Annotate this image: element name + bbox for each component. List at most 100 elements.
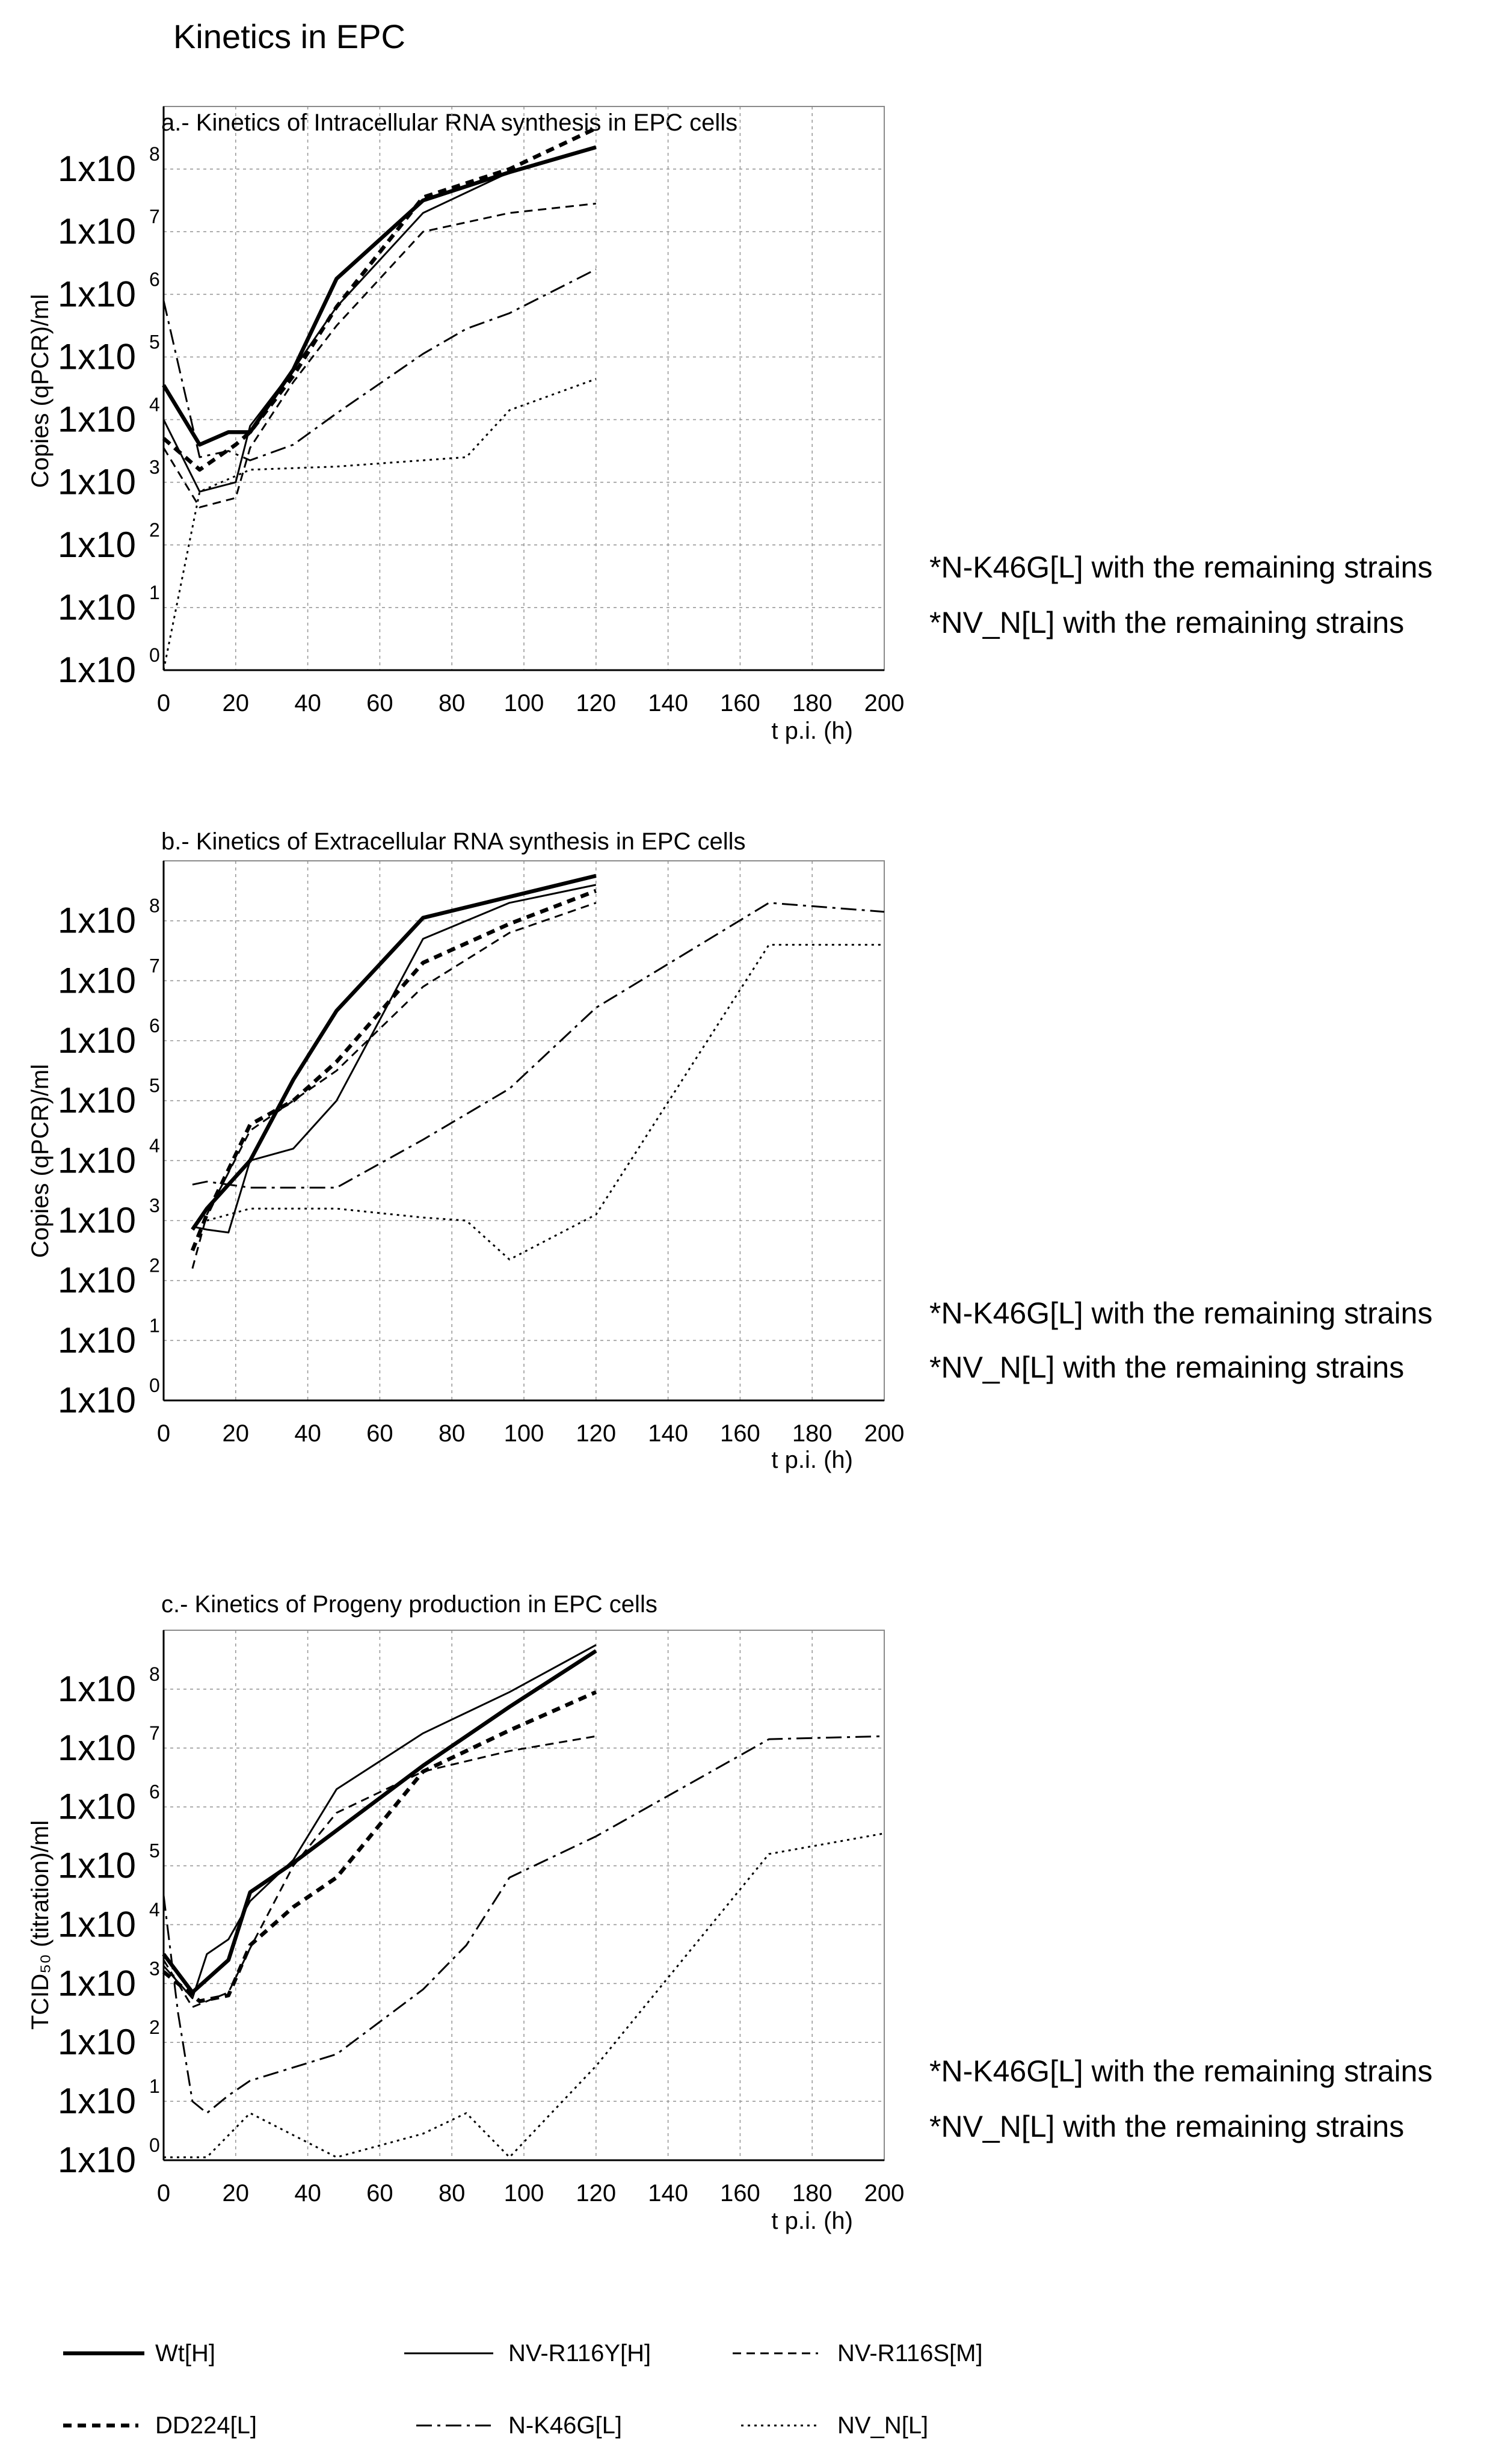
panel-b-x-tick-label: 40 xyxy=(294,1420,321,1447)
panel-a-series-nv-r116y xyxy=(162,146,597,493)
panel-a-grid xyxy=(162,106,885,671)
panel-a-y-tick-label: 1x10 xyxy=(58,211,136,251)
panel-c-y-ticks: 1x10 0 1x10 1 1x10 2 1x10 3 1x10 4 1x10 5 1x10 6 1x10 7… xyxy=(58,1663,160,2180)
panel-b-x-tick-label: 20 xyxy=(223,1420,250,1447)
panel-c-y-tick-label: 1x10 xyxy=(58,1728,136,1768)
panel-c-y-tick-label: 1x10 xyxy=(58,2022,136,2062)
panel-c-series-n-k46g xyxy=(162,1735,885,2114)
panel-b-y-tick-label: 1x10 xyxy=(58,1020,136,1061)
panel-b-y-tick-exponent: 1 xyxy=(149,1314,160,1336)
panel-a-x-tick-label: 60 xyxy=(366,690,393,716)
panel-a-x-tick-label: 0 xyxy=(157,690,170,716)
panel-a-y-tick-exponent: 8 xyxy=(149,143,160,165)
panel-b-y-tick-exponent: 3 xyxy=(149,1195,160,1216)
panel-c-y-tick-label: 1x10 xyxy=(58,1963,136,2003)
panel-a-y-tick-label: 1x10 xyxy=(58,650,136,690)
panel-a-series-nv-r116s xyxy=(162,202,596,508)
panel-a-xlabel: t p.i. (h) xyxy=(771,718,853,744)
panel-c-y-tick-exponent: 1 xyxy=(149,2075,160,2097)
panel-b-y-tick-label: 1x10 xyxy=(58,1320,136,1360)
panel-a-title: a.- Kinetics of Intracellular RNA synthe… xyxy=(161,109,737,136)
panel-c-note-2: *NV_N[L] with the remaining strains xyxy=(929,2110,1404,2143)
panel-a-y-tick-exponent: 2 xyxy=(149,519,160,541)
panel-c-y-tick-label: 1x10 xyxy=(58,1669,136,1709)
panel-a-x-tick-label: 20 xyxy=(223,690,250,716)
panel-b-y-tick-label: 1x10 xyxy=(58,960,136,1000)
panel-c-x-tick-label: 80 xyxy=(439,2180,466,2207)
panel-a-note-2: *NV_N[L] with the remaining strains xyxy=(929,606,1404,639)
panel-b-x-tick-label: 160 xyxy=(720,1420,760,1447)
panel-b-title: b.- Kinetics of Extracellular RNA synthe… xyxy=(161,828,745,855)
panel-a-x-tick-label: 140 xyxy=(648,690,688,716)
panel-a-y-tick-label: 1x10 xyxy=(58,462,136,502)
panel-c-grid xyxy=(162,1630,885,2161)
legend-label-nv-n: NV_N[L] xyxy=(837,2412,928,2439)
panel-a-ylabel: Copies (qPCR)/ml xyxy=(27,294,54,488)
panel-c-series-nv-n xyxy=(164,1832,885,2158)
panel-b-series-nv-r116s xyxy=(191,902,597,1269)
panel-a-y-tick-label: 1x10 xyxy=(58,399,136,440)
panel-a-y-tick-exponent: 4 xyxy=(149,394,160,416)
panel-b-x-tick-label: 140 xyxy=(648,1420,688,1447)
panel-a-y-tick-exponent: 1 xyxy=(149,582,160,603)
panel-b-series-nv-n xyxy=(206,944,884,1261)
panel-c-series-dd224 xyxy=(162,1690,597,2003)
legend-item-nv-n: NV_N[L] xyxy=(741,2412,928,2439)
panel-a-y-tick-exponent: 0 xyxy=(149,644,160,666)
panel-a-x-tick-label: 200 xyxy=(864,690,905,716)
panel-c-x-tick-label: 60 xyxy=(366,2180,393,2207)
panel-b-y-tick-exponent: 5 xyxy=(149,1075,160,1097)
legend: Wt[H] NV-R116Y[H] NV-R116S[M] DD224[L] N… xyxy=(63,2340,983,2439)
legend-item-dd224: DD224[L] xyxy=(63,2412,257,2439)
panel-b-x-ticks: 0 20 40 60 80 100 120 140 160 180 200 xyxy=(157,1420,905,1447)
panel-b-series-nv-r116y xyxy=(192,884,597,1234)
panel-a-y-tick-label: 1x10 xyxy=(58,587,136,627)
legend-item-nv-r116y: NV-R116Y[H] xyxy=(404,2340,651,2367)
panel-b-x-tick-label: 120 xyxy=(576,1420,616,1447)
panel-b-y-tick-label: 1x10 xyxy=(58,1380,136,1420)
panel-c-y-tick-exponent: 5 xyxy=(149,1840,160,1862)
panel-c-y-tick-exponent: 4 xyxy=(149,1899,160,1920)
panel-a-x-tick-label: 120 xyxy=(576,690,616,716)
panel-c-note-1: *N-K46G[L] with the remaining strains xyxy=(929,2054,1432,2088)
panel-c-x-tick-label: 160 xyxy=(720,2180,760,2207)
panel-c-x-tick-label: 0 xyxy=(157,2180,170,2207)
panel-c-ylabel: TCID₅₀ (titration)/ml xyxy=(27,1820,54,2030)
panel-c-y-tick-exponent: 0 xyxy=(149,2134,160,2156)
panel-c-series-nv-r116y xyxy=(162,1644,597,2000)
panel-a-y-tick-label: 1x10 xyxy=(58,274,136,314)
panel-b-note-1: *N-K46G[L] with the remaining strains xyxy=(929,1296,1432,1330)
panel-c-xlabel: t p.i. (h) xyxy=(771,2208,853,2234)
panel-b-x-tick-label: 0 xyxy=(157,1420,170,1447)
panel-b-x-tick-label: 80 xyxy=(439,1420,466,1447)
panel-b-y-tick-label: 1x10 xyxy=(58,1140,136,1180)
panel-c-y-tick-exponent: 3 xyxy=(149,1957,160,1979)
panel-b-y-tick-exponent: 7 xyxy=(149,955,160,976)
panel-c-title: c.- Kinetics of Progeny production in EP… xyxy=(161,1591,657,1618)
panel-c-y-tick-label: 1x10 xyxy=(58,1904,136,1944)
panel-c-y-tick-label: 1x10 xyxy=(58,2140,136,2180)
panel-b-note-2: *NV_N[L] with the remaining strains xyxy=(929,1351,1404,1384)
panel-b-series xyxy=(190,873,885,1269)
panel-b-series-dd224 xyxy=(190,889,597,1252)
panel-c-x-ticks: 0 20 40 60 80 100 120 140 160 180 200 xyxy=(157,2180,905,2207)
legend-label-dd224: DD224[L] xyxy=(155,2412,257,2439)
panel-a-series xyxy=(162,126,597,671)
panel-c-y-tick-exponent: 8 xyxy=(149,1663,160,1685)
panel-c-x-tick-label: 120 xyxy=(576,2180,616,2207)
panel-c-x-tick-label: 180 xyxy=(792,2180,833,2207)
panel-a-x-tick-label: 40 xyxy=(294,690,321,716)
panel-c-x-tick-label: 40 xyxy=(294,2180,321,2207)
panel-b-y-tick-exponent: 2 xyxy=(149,1255,160,1277)
panel-b-x-tick-label: 200 xyxy=(864,1420,905,1447)
panel-b-y-ticks: 1x10 0 1x10 1 1x10 2 1x10 3 1x10 4 1x10 5 1x10 6 1x10 7… xyxy=(58,895,160,1420)
panel-b-x-tick-label: 60 xyxy=(366,1420,393,1447)
panel-b-y-tick-exponent: 6 xyxy=(149,1015,160,1036)
panel-b-y-tick-label: 1x10 xyxy=(58,1080,136,1121)
panel-c-y-tick-exponent: 7 xyxy=(149,1722,160,1744)
legend-item-wt: Wt[H] xyxy=(63,2340,215,2367)
panel-a-x-tick-label: 80 xyxy=(439,690,466,716)
legend-label-nv-r116y: NV-R116Y[H] xyxy=(508,2340,651,2367)
panel-c-x-tick-label: 20 xyxy=(223,2180,250,2207)
